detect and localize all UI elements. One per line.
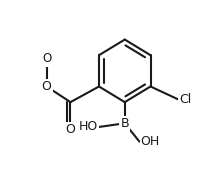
Text: Cl: Cl (179, 93, 191, 106)
Text: B: B (120, 117, 129, 130)
Text: O: O (42, 52, 51, 65)
Text: HO: HO (79, 121, 98, 133)
Text: O: O (42, 80, 51, 93)
Text: OH: OH (140, 135, 160, 148)
Text: O: O (66, 123, 75, 136)
